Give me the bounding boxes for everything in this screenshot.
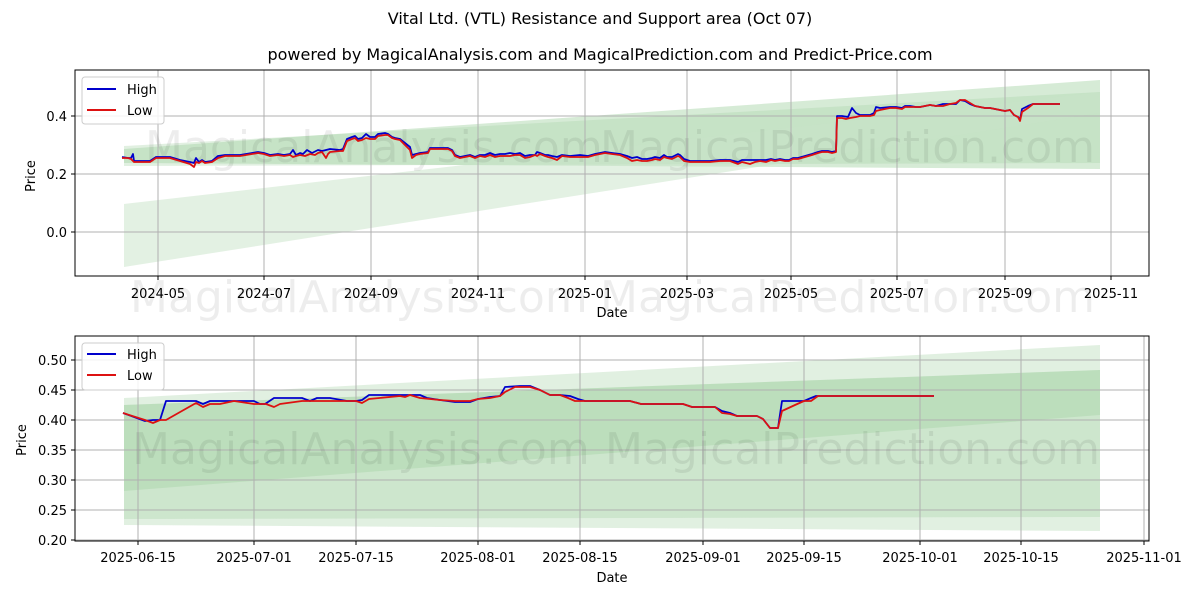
y-tick-label: 0.35 bbox=[38, 444, 67, 459]
y-tick-label: 0.20 bbox=[38, 534, 67, 549]
chart-subtitle: powered by MagicalAnalysis.com and Magic… bbox=[267, 45, 933, 64]
x-tick-label: 2025-09-15 bbox=[766, 551, 842, 566]
y-tick-label: 0.4 bbox=[46, 110, 67, 125]
x-tick-label: 2025-07 bbox=[870, 287, 924, 302]
x-tick-label: 2025-08-01 bbox=[440, 551, 516, 566]
chart-title: Vital Ltd. (VTL) Resistance and Support … bbox=[387, 9, 813, 28]
watermark-magicalanalysis-bottom: MagicalAnalysis.com bbox=[132, 424, 590, 475]
x-tick-label: 2025-10-15 bbox=[983, 551, 1059, 566]
watermark-magicalanalysis: MagicalAnalysis.com bbox=[145, 122, 603, 173]
x-tick-label: 2024-11 bbox=[451, 287, 505, 302]
bottom-tick-marks bbox=[71, 359, 1145, 545]
x-tick-label: 2025-09 bbox=[978, 287, 1032, 302]
x-tick-label: 2025-11-01 bbox=[1106, 551, 1182, 566]
watermark-magicalprediction-mid: MagicalPrediction.com bbox=[600, 272, 1095, 323]
top-band-lower-channel bbox=[124, 92, 1100, 267]
top-axes-frame bbox=[74, 69, 1150, 277]
bottom-y-axis-label: Price bbox=[15, 424, 30, 456]
legend-low-label: Low bbox=[127, 104, 153, 119]
y-tick-label: 0.0 bbox=[46, 226, 67, 241]
bottom-grid bbox=[75, 336, 1149, 541]
top-x-tick-labels: 2024-05 2024-07 2024-09 2024-11 2025-01 … bbox=[131, 287, 1138, 302]
x-tick-label: 2025-01 bbox=[558, 287, 612, 302]
top-x-axis-label: Date bbox=[596, 306, 627, 321]
bottom-y-tick-labels: 0.20 0.25 0.30 0.35 0.40 0.45 0.50 bbox=[38, 354, 67, 549]
bottom-band-inner bbox=[124, 370, 1100, 519]
watermark-magicalanalysis-mid: MagicalAnalysis.com bbox=[130, 272, 588, 323]
y-tick-label: 0.2 bbox=[46, 168, 67, 183]
bottom-axes-frame bbox=[74, 335, 1150, 542]
legend-low-label: Low bbox=[127, 369, 153, 384]
x-tick-label: 2025-08-15 bbox=[542, 551, 618, 566]
bottom-chart: MagicalAnalysis.com MagicalPrediction.co… bbox=[15, 335, 1182, 586]
x-tick-label: 2025-03 bbox=[660, 287, 714, 302]
y-tick-label: 0.40 bbox=[38, 414, 67, 429]
top-low-line bbox=[122, 99, 1060, 168]
x-tick-label: 2024-07 bbox=[237, 287, 291, 302]
bottom-x-tick-labels: 2025-06-15 2025-07-01 2025-07-15 2025-08… bbox=[100, 551, 1182, 566]
legend-high-label: High bbox=[127, 83, 157, 98]
bottom-x-axis-label: Date bbox=[596, 571, 627, 586]
top-y-axis-label: Price bbox=[24, 160, 39, 192]
y-tick-label: 0.50 bbox=[38, 354, 67, 369]
x-tick-label: 2024-05 bbox=[131, 287, 185, 302]
bottom-band-outer bbox=[124, 345, 1100, 531]
top-chart: MagicalAnalysis.com MagicalPrediction.co… bbox=[24, 69, 1150, 321]
top-legend: High Low bbox=[81, 76, 165, 125]
top-grid bbox=[75, 70, 1149, 276]
watermark-magicalprediction-bottom: MagicalPrediction.com bbox=[605, 424, 1100, 475]
x-tick-label: 2025-05 bbox=[764, 287, 818, 302]
x-tick-label: 2025-07-01 bbox=[216, 551, 292, 566]
top-tick-marks bbox=[71, 115, 1112, 280]
x-tick-label: 2025-10-01 bbox=[882, 551, 958, 566]
x-tick-label: 2025-07-15 bbox=[318, 551, 394, 566]
y-tick-label: 0.45 bbox=[38, 384, 67, 399]
x-tick-label: 2025-06-15 bbox=[100, 551, 176, 566]
legend-high-label: High bbox=[127, 348, 157, 363]
x-tick-label: 2025-09-01 bbox=[665, 551, 741, 566]
top-y-tick-labels: 0.0 0.2 0.4 bbox=[46, 110, 67, 241]
y-tick-label: 0.30 bbox=[38, 474, 67, 489]
bottom-low-line bbox=[122, 386, 934, 429]
bottom-legend: High Low bbox=[81, 342, 165, 391]
y-tick-label: 0.25 bbox=[38, 504, 67, 519]
watermark-magicalprediction: MagicalPrediction.com bbox=[600, 122, 1095, 173]
x-tick-label: 2024-09 bbox=[344, 287, 398, 302]
x-tick-label: 2025-11 bbox=[1084, 287, 1138, 302]
